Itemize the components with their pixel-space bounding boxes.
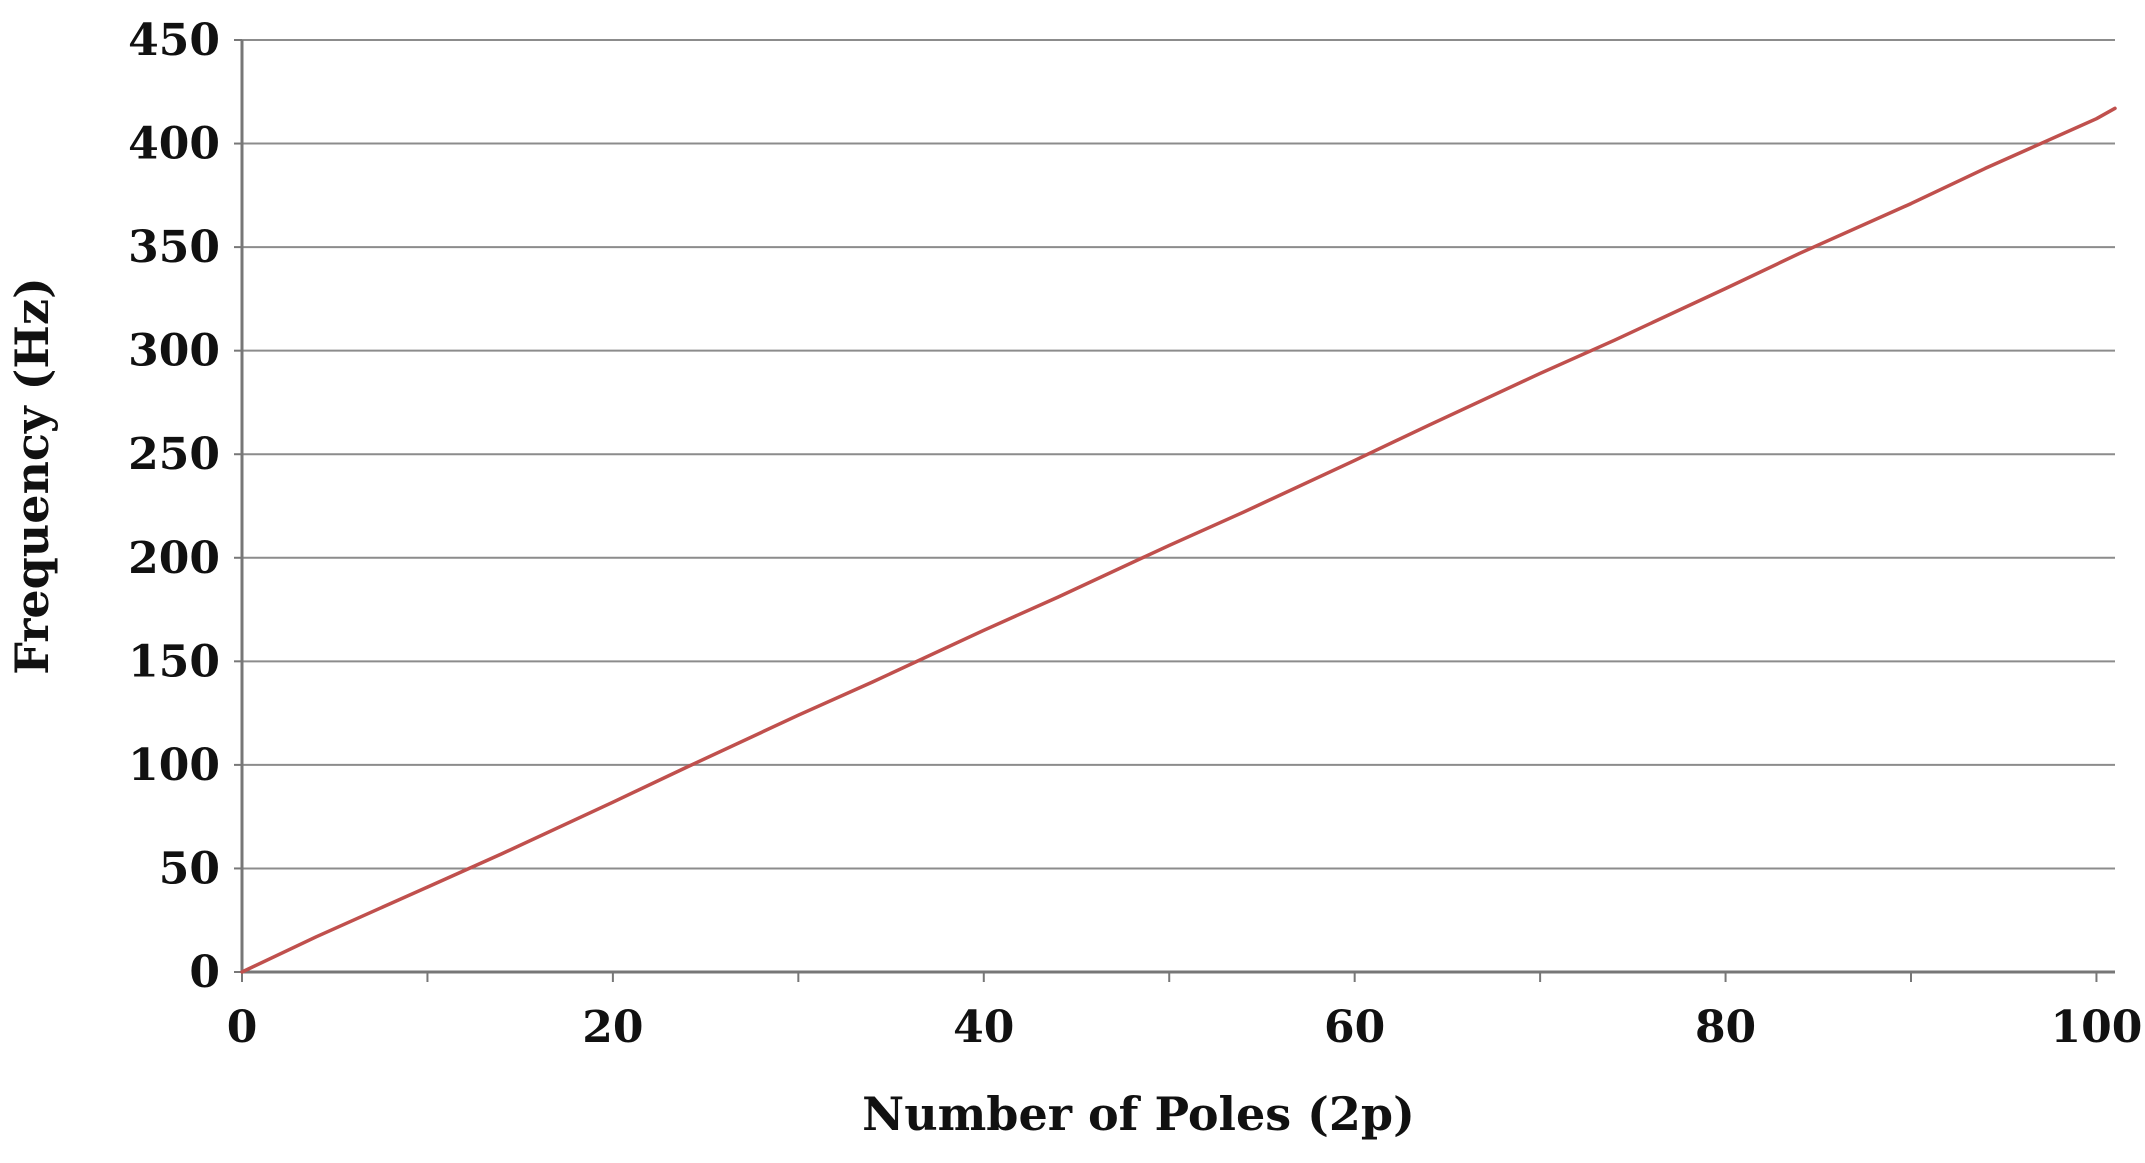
gridlines xyxy=(242,39,2115,870)
x-tick-label-5: 100 xyxy=(2051,1002,2143,1053)
series-line-0 xyxy=(240,106,2117,974)
x-tick-label-2: 40 xyxy=(953,1002,1014,1053)
y-tick-label-8: 400 xyxy=(128,119,220,170)
y-tick-label-4: 200 xyxy=(128,533,220,584)
y-axis-title: Frequency (Hz) xyxy=(5,277,59,675)
y-tick-label-7: 350 xyxy=(128,222,220,273)
x-tick-label-4: 80 xyxy=(1695,1002,1756,1053)
series-layer xyxy=(240,106,2117,974)
y-tick-label-5: 250 xyxy=(128,429,220,480)
y-tick-label-2: 100 xyxy=(128,740,220,791)
y-tick-label-6: 300 xyxy=(128,326,220,377)
x-tick-label-3: 60 xyxy=(1324,1002,1385,1053)
x-tick-label-0: 0 xyxy=(227,1002,258,1053)
y-tick-label-9: 450 xyxy=(128,15,220,66)
x-tick-label-1: 20 xyxy=(582,1002,643,1053)
axes xyxy=(234,39,2115,982)
y-tick-label-1: 50 xyxy=(159,843,220,894)
y-tick-label-3: 150 xyxy=(128,636,220,687)
y-tick-label-0: 0 xyxy=(189,947,220,998)
tick-labels: 0 50 100 150 200 250 300 350 400 450 0 20 40 60 80 100 xyxy=(128,15,2142,1053)
x-axis-title: Number of Poles (2p) xyxy=(862,1087,1415,1141)
